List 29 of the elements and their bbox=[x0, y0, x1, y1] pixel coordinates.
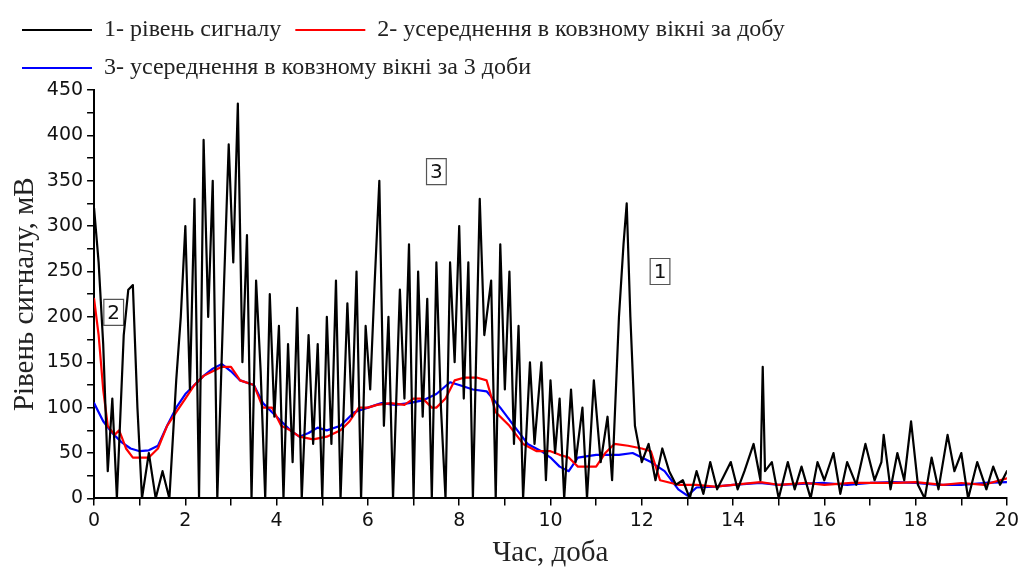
x-tick-label: 10 bbox=[538, 507, 563, 530]
annotation: 3 bbox=[430, 158, 443, 183]
x-tick-label: 16 bbox=[812, 507, 837, 530]
y-tick-label: 150 bbox=[46, 349, 84, 372]
y-tick-label: 50 bbox=[58, 439, 84, 462]
x-tick-label: 14 bbox=[720, 507, 746, 530]
x-tick-label: 6 bbox=[361, 507, 374, 530]
annotation: 1 bbox=[653, 258, 667, 283]
y-tick-label: 300 bbox=[46, 213, 84, 236]
x-tick-label: 8 bbox=[453, 507, 466, 530]
y-tick-label: 0 bbox=[70, 485, 84, 508]
y-tick-label: 250 bbox=[46, 258, 84, 281]
legend-label: 2- усереднення в ковзному вікні за добу bbox=[377, 15, 785, 42]
x-tick-label: 0 bbox=[88, 507, 101, 530]
y-tick-label: 200 bbox=[46, 303, 84, 326]
x-tick-label: 4 bbox=[270, 507, 283, 530]
y-tick-label: 350 bbox=[46, 167, 84, 190]
x-tick-label: 12 bbox=[629, 507, 654, 530]
x-tick-label: 20 bbox=[994, 507, 1020, 530]
x-tick-label: 18 bbox=[903, 507, 928, 530]
annotation: 2 bbox=[107, 299, 121, 324]
legend-label: 3- усереднення в ковзному вікні за 3 доби bbox=[104, 53, 532, 80]
y-tick-label: 400 bbox=[46, 122, 84, 145]
legend-label: 1- рівень сигналу bbox=[104, 15, 282, 42]
y-tick-label: 100 bbox=[46, 394, 84, 417]
x-tick-label: 2 bbox=[179, 507, 192, 530]
y-axis-title: Рівень сигналу, мВ bbox=[7, 177, 40, 412]
x-axis-title: Час, доба bbox=[492, 535, 609, 568]
y-tick-label: 450 bbox=[46, 76, 84, 99]
